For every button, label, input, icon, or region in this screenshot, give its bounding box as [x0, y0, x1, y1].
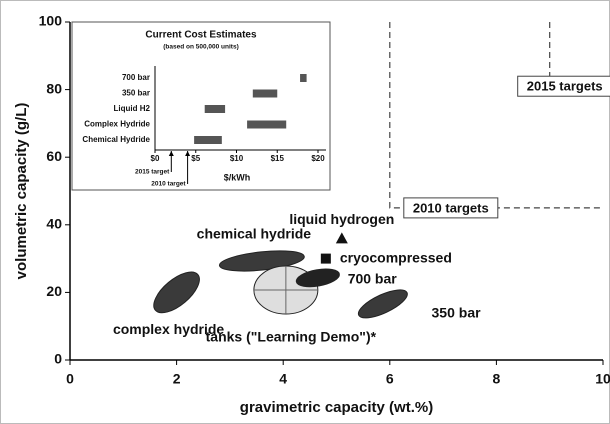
y-tick-label: 80 [46, 80, 62, 96]
y-tick-label: 100 [39, 13, 63, 29]
inset-bar [247, 120, 287, 129]
region-label: 700 bar [348, 271, 398, 287]
region-label: chemical hydride [197, 226, 312, 242]
inset-bar [252, 89, 278, 98]
point [335, 232, 348, 244]
inset-target-arrowhead [168, 151, 174, 156]
point [320, 253, 331, 264]
region-label: tanks ("Learning Demo")* [206, 329, 377, 345]
inset-x-label: $/kWh [224, 172, 251, 182]
inset-category: 350 bar [122, 89, 150, 98]
inset-target-arrowhead [185, 151, 191, 156]
x-tick-label: 4 [279, 371, 287, 387]
inset-subtitle: (based on 500,000 units) [163, 44, 239, 51]
inset-category: 700 bar [122, 73, 150, 82]
x-tick-label: 10 [595, 371, 610, 387]
y-tick-label: 0 [54, 351, 62, 367]
region [295, 268, 340, 288]
inset-target-label: 2015 target [135, 169, 170, 176]
inset-bar [204, 105, 226, 113]
point-label: cryocompressed [340, 249, 452, 265]
x-tick-label: 8 [493, 371, 501, 387]
x-tick-label: 2 [173, 371, 181, 387]
y-tick-label: 20 [46, 283, 62, 299]
target-label: 2010 targets [413, 200, 489, 215]
region-label: complex hydride [113, 321, 224, 337]
target-label: 2015 targets [527, 79, 603, 94]
inset-title: Current Cost Estimates [145, 30, 257, 41]
region [357, 289, 408, 319]
inset-x-tick-label: $20 [311, 154, 325, 163]
inset-x-tick-label: $5 [191, 154, 200, 163]
region-label: 350 bar [432, 305, 482, 321]
inset-category: Chemical Hydride [82, 135, 150, 144]
target-label-box [403, 197, 499, 219]
inset-category: Complex Hydride [84, 120, 150, 129]
y-axis-label: volumetric capacity (g/L) [13, 103, 30, 280]
inset-x-tick-label: $0 [151, 154, 160, 163]
inset-frame [71, 21, 331, 191]
inset-category: Liquid H2 [114, 104, 151, 113]
y-tick-label: 40 [46, 216, 62, 232]
inset-target-label: 2010 target [151, 181, 186, 188]
target-label-box [517, 75, 610, 97]
inset-bar [300, 74, 307, 82]
inset-bar [194, 136, 222, 144]
target-boundary [389, 22, 603, 209]
y-tick-label: 60 [46, 148, 62, 164]
point-label: liquid hydrogen [289, 211, 394, 227]
region [153, 271, 200, 314]
x-tick-label: 0 [66, 371, 74, 387]
x-axis-label: gravimetric capacity (wt.%) [240, 399, 433, 416]
x-tick-label: 6 [386, 371, 394, 387]
inset-x-tick-label: $10 [230, 154, 244, 163]
inset-x-tick-label: $15 [271, 154, 285, 163]
